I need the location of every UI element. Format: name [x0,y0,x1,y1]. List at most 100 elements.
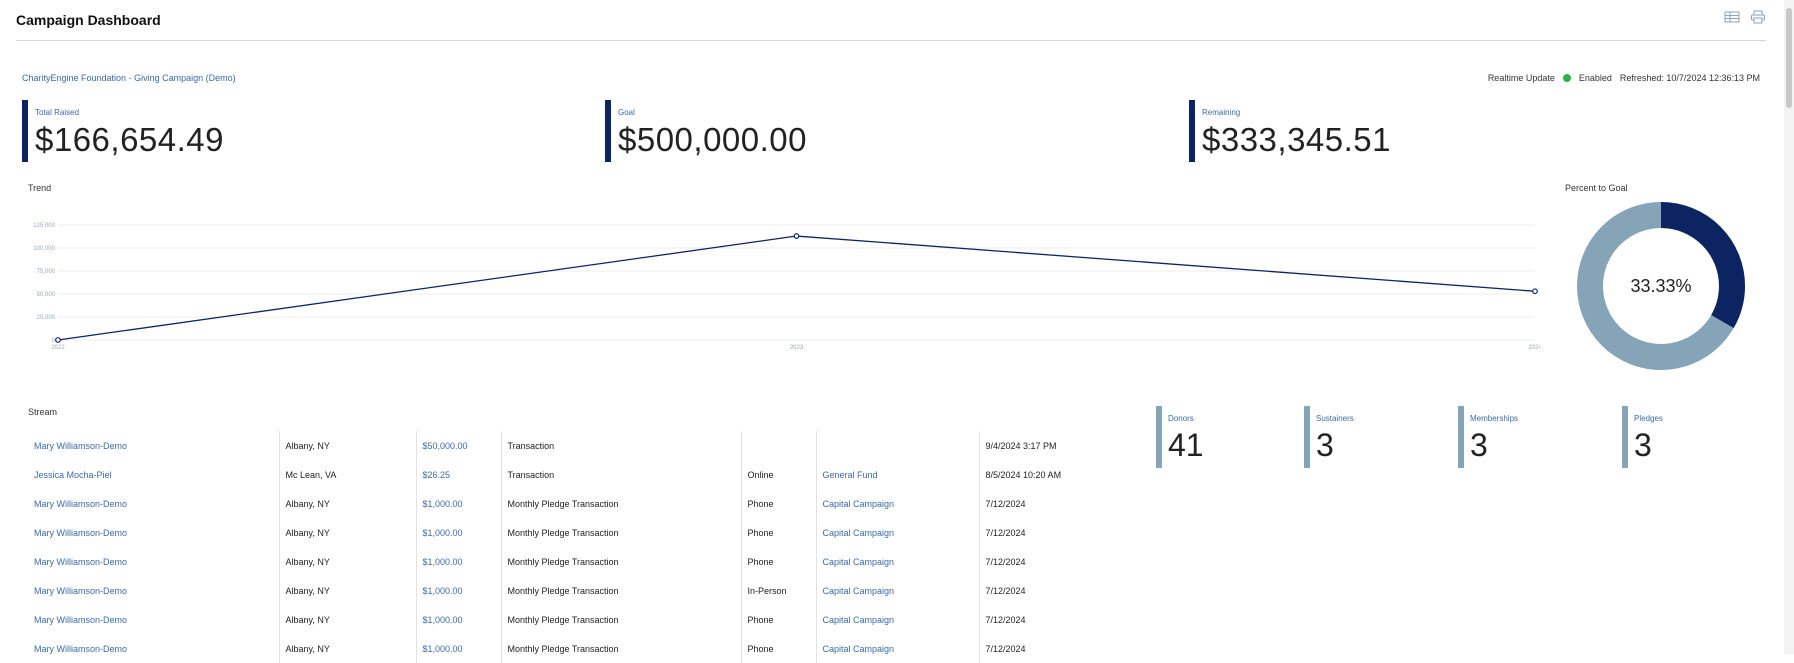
stream-cell-channel [741,431,817,460]
stream-cell-fund[interactable] [816,431,980,460]
stream-cell-amount[interactable]: $1,000.00 [416,547,502,576]
trend-data-point[interactable] [55,337,61,343]
table-view-icon[interactable] [1724,10,1740,24]
stream-cell-channel: Phone [741,605,817,634]
stream-cell-location: Albany, NY [279,605,417,634]
table-row[interactable]: Mary Williamson-Demo Albany, NY $50,000.00… [28,431,1079,460]
table-row[interactable]: Mary Williamson-Demo Albany, NY $1,000.00 M… [28,576,1079,605]
stream-cell-location: Albany, NY [279,634,417,663]
table-row[interactable]: Mary Williamson-Demo Albany, NY $1,000.00 M… [28,605,1079,634]
stream-cell-name[interactable]: Mary Williamson-Demo [28,634,280,663]
refreshed-timestamp: Refreshed: 10/7/2024 12:36:13 PM [1619,73,1760,83]
y-tick-label: 100,000 [33,246,55,252]
stream-cell-type: Monthly Pledge Transaction [501,576,742,605]
stream-cell-amount[interactable]: $50,000.00 [416,431,502,460]
donut-percent-label: 33.33% [1630,276,1691,296]
stream-cell-type: Monthly Pledge Transaction [501,547,742,576]
page-scrollbar[interactable] [1784,0,1794,654]
realtime-status-text: Enabled [1578,73,1612,83]
stream-cell-name[interactable]: Jessica Mocha-Piel [28,460,280,489]
stat-memberships: Memberships 3 [1458,406,1518,468]
donut-filled-segment [1577,202,1745,370]
kpi-remaining: Remaining $333,345.51 [1189,100,1391,162]
stream-cell-date: 7/12/2024 [985,614,1026,625]
stream-cell-fund[interactable]: Capital Campaign [816,605,980,634]
y-tick-label: 0 [52,338,56,344]
stream-cell-type: Transaction [501,431,742,460]
percent-goal-donut: 33.33% [1577,202,1745,370]
kpi-label: Remaining [1202,108,1241,117]
kpi-goal: Goal $500,000.00 [605,100,807,162]
kpi-value: $166,654.49 [35,121,225,158]
stream-cell-channel: In-Person [741,576,817,605]
table-row[interactable]: Mary Williamson-Demo Albany, NY $1,000.00 M… [28,489,1079,518]
stream-cell-date: 8/5/2024 10:20 AM [985,469,1062,480]
stat-value: 41 [1168,427,1204,463]
stat-donors: Donors 41 [1156,406,1204,468]
y-tick-label: 75,000 [37,269,56,275]
stream-cell-name[interactable]: Mary Williamson-Demo [28,547,280,576]
stream-cell-amount[interactable]: $1,000.00 [416,576,502,605]
trend-chart: 0 25,000 50,000 75,000 100,000 125,000 2022 202… [33,223,1540,351]
stream-cell-amount[interactable]: $1,000.00 [416,518,502,547]
x-tick-label: 2023 [790,345,804,351]
header-actions [1724,10,1766,24]
print-icon[interactable] [1750,10,1766,24]
table-row[interactable]: Mary Williamson-Demo Albany, NY $1,000.00 M… [28,547,1079,576]
stream-cell-name[interactable]: Mary Williamson-Demo [28,431,280,460]
stream-cell-name[interactable]: Mary Williamson-Demo [28,518,280,547]
stream-cell-name[interactable]: Mary Williamson-Demo [28,489,280,518]
stream-cell-fund[interactable]: Capital Campaign [816,518,980,547]
stat-sustainers: Sustainers 3 [1304,406,1354,468]
stream-cell-channel: Phone [741,634,817,663]
stream-cell-date: 7/12/2024 [985,527,1026,538]
stream-cell-fund[interactable]: Capital Campaign [816,634,980,663]
stat-label: Pledges [1634,414,1663,423]
stream-cell-date: 9/4/2024 3:17 PM [985,440,1057,451]
y-tick-label: 50,000 [37,292,56,298]
trend-data-point[interactable] [1532,288,1538,295]
stream-title: Stream [28,407,58,417]
stream-cell-location: Albany, NY [279,431,417,460]
stream-cell-location: Albany, NY [279,518,417,547]
table-row[interactable]: Mary Williamson-Demo Albany, NY $1,000.00 M… [28,518,1079,547]
stream-cell-date: 7/12/2024 [985,643,1026,654]
stream-cell-channel: Phone [741,547,817,576]
stream-cell-type: Monthly Pledge Transaction [501,518,742,547]
stat-value: 3 [1634,427,1652,463]
table-row[interactable]: Jessica Mocha-Piel Mc Lean, VA $26.25 Trans… [28,460,1079,489]
stream-cell-amount[interactable]: $1,000.00 [416,634,502,663]
page-title: Campaign Dashboard [16,12,161,28]
stream-cell-location: Mc Lean, VA [279,460,417,489]
stream-cell-location: Albany, NY [279,547,417,576]
stream-cell-fund[interactable]: Capital Campaign [816,547,980,576]
dashboard-header: Campaign Dashboard [16,0,1766,41]
stream-cell-amount[interactable]: $26.25 [416,460,502,489]
x-tick-label: 2024 [1528,345,1540,351]
stream-cell-type: Monthly Pledge Transaction [501,489,742,518]
stream-table: Mary Williamson-Demo Albany, NY $50,000.00… [28,431,1079,663]
table-row[interactable]: Mary Williamson-Demo Albany, NY $1,000.00 M… [28,634,1079,663]
x-tick-label: 2022 [51,345,65,351]
stream-cell-fund[interactable]: Capital Campaign [816,489,980,518]
trend-series-line [57,235,1536,341]
kpi-label: Goal [618,108,635,117]
stream-cell-name[interactable]: Mary Williamson-Demo [28,605,280,634]
trend-data-point[interactable] [793,233,800,239]
stat-label: Donors [1168,414,1194,423]
stream-cell-fund[interactable]: General Fund [816,460,980,489]
kpi-label: Total Raised [35,108,80,117]
stream-cell-amount[interactable]: $1,000.00 [416,489,502,518]
stream-cell-date: 7/12/2024 [985,498,1026,509]
stream-cell-date: 7/12/2024 [985,556,1026,567]
kpi-value: $500,000.00 [618,121,808,158]
stream-cell-amount[interactable]: $1,000.00 [416,605,502,634]
stream-cell-location: Albany, NY [279,489,417,518]
scrollbar-thumb[interactable] [1786,8,1792,108]
stream-cell-name[interactable]: Mary Williamson-Demo [28,576,280,605]
campaign-name-link[interactable]: CharityEngine Foundation - Giving Campai… [22,73,236,83]
stream-cell-fund[interactable]: Capital Campaign [816,576,980,605]
stream-cell-channel: Online [741,460,817,489]
stream-cell-channel: Phone [741,489,817,518]
status-dot-icon [1562,74,1571,82]
